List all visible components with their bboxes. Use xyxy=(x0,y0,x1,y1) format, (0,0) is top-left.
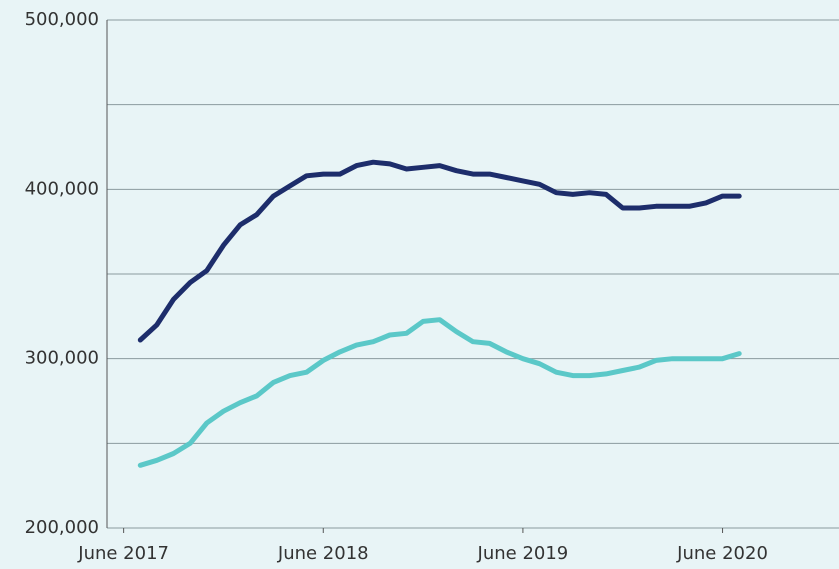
x-tick-label: June 2017 xyxy=(77,543,169,564)
x-tick-label: June 2020 xyxy=(676,543,768,564)
line-series xyxy=(137,159,742,343)
x-tick-label: June 2019 xyxy=(477,543,569,564)
y-tick-label: 500,000 xyxy=(25,9,99,30)
y-tick-label: 400,000 xyxy=(25,178,99,199)
y-tick-label: 300,000 xyxy=(25,348,99,369)
y-tick-label: 200,000 xyxy=(25,517,99,538)
line-series xyxy=(137,317,742,468)
x-tick-label: June 2018 xyxy=(277,543,369,564)
